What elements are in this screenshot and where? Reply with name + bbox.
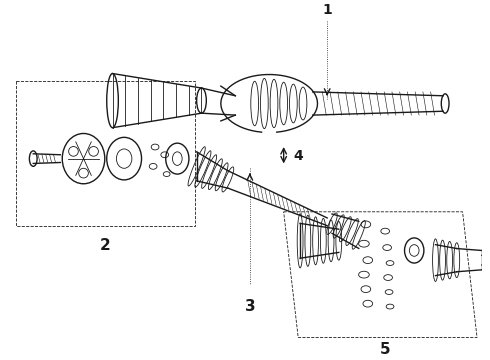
Text: 5: 5	[380, 342, 391, 357]
Text: 4: 4	[294, 149, 303, 163]
Text: 3: 3	[245, 299, 255, 314]
Text: 1: 1	[322, 4, 332, 17]
Text: 2: 2	[99, 238, 110, 253]
Bar	[16, 81, 195, 226]
